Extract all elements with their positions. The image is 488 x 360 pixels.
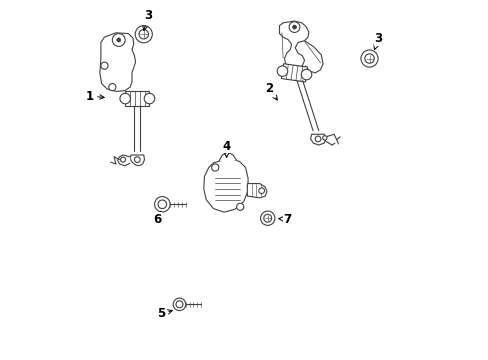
Text: 1: 1 — [86, 90, 104, 103]
Text: 5: 5 — [157, 307, 172, 320]
Polygon shape — [203, 158, 247, 212]
Circle shape — [322, 136, 326, 140]
Circle shape — [258, 188, 264, 194]
Circle shape — [108, 84, 116, 91]
Circle shape — [360, 50, 377, 67]
Circle shape — [176, 301, 183, 308]
Text: 2: 2 — [265, 82, 277, 100]
Circle shape — [211, 164, 218, 171]
Circle shape — [101, 62, 108, 69]
Text: 6: 6 — [153, 211, 161, 226]
Circle shape — [158, 200, 166, 208]
Circle shape — [116, 38, 121, 42]
Circle shape — [301, 69, 311, 80]
Circle shape — [260, 211, 274, 225]
Circle shape — [134, 157, 140, 162]
Circle shape — [277, 66, 287, 76]
Polygon shape — [279, 21, 308, 69]
Text: 4: 4 — [222, 140, 230, 157]
Text: 3: 3 — [373, 32, 382, 50]
Polygon shape — [130, 155, 144, 166]
Circle shape — [263, 214, 271, 222]
Circle shape — [112, 33, 125, 46]
Polygon shape — [218, 152, 236, 161]
Circle shape — [292, 25, 296, 29]
Circle shape — [173, 298, 185, 311]
Circle shape — [144, 93, 154, 104]
Text: 3: 3 — [142, 9, 152, 31]
Circle shape — [139, 30, 148, 39]
Circle shape — [120, 93, 130, 104]
Polygon shape — [125, 91, 149, 106]
Polygon shape — [281, 64, 307, 82]
Circle shape — [121, 157, 125, 162]
Circle shape — [315, 136, 320, 142]
Circle shape — [236, 203, 244, 210]
Circle shape — [364, 54, 373, 63]
Polygon shape — [118, 155, 130, 166]
Circle shape — [154, 197, 170, 212]
Circle shape — [135, 26, 152, 43]
Polygon shape — [100, 33, 135, 91]
Text: 7: 7 — [278, 213, 291, 226]
Polygon shape — [310, 134, 325, 145]
Polygon shape — [304, 41, 323, 73]
Circle shape — [288, 22, 299, 32]
Polygon shape — [247, 184, 266, 198]
